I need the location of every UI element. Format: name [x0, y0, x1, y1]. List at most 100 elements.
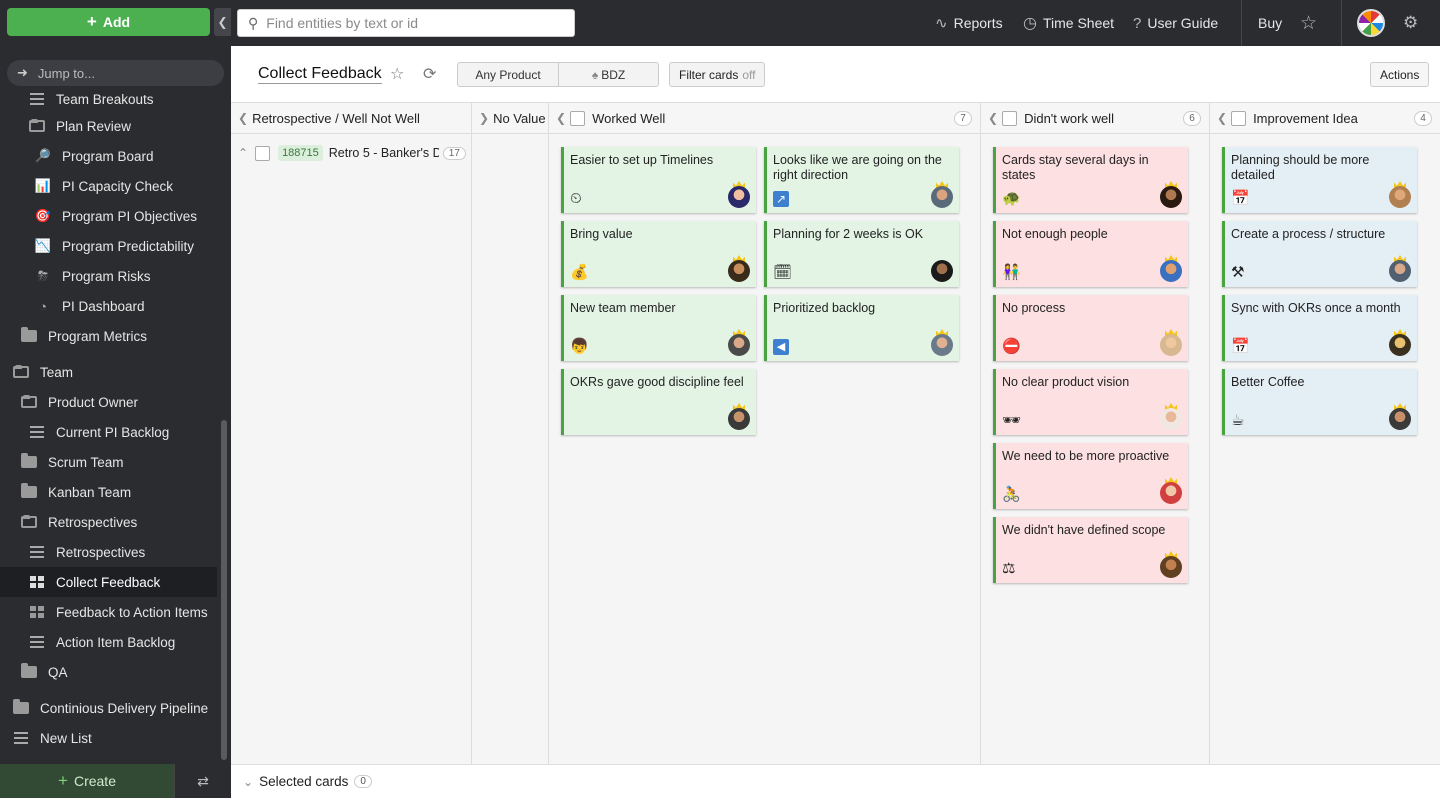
- crown-icon: [936, 329, 948, 337]
- column-checkbox[interactable]: [1002, 110, 1018, 126]
- chevron-down-icon[interactable]: ⌄: [243, 774, 254, 789]
- card[interactable]: Better Coffee ☕: [1222, 369, 1417, 435]
- chevron-right-icon[interactable]: ❯: [479, 111, 490, 125]
- sidebar-item-team[interactable]: Team: [12, 357, 73, 387]
- sidebar-item-retrospectives-folder[interactable]: Retrospectives: [20, 507, 137, 537]
- sidebar-item-program-predictability[interactable]: 📉 Program Predictability: [34, 231, 194, 261]
- card[interactable]: Looks like we are going on the right dir…: [764, 147, 959, 213]
- column-header[interactable]: ❮ Didn't work well 6: [981, 103, 1209, 134]
- card[interactable]: Easier to set up Timelines ⏲: [561, 147, 756, 213]
- sidebar-item-pi-dashboard[interactable]: ◔ PI Dashboard: [34, 291, 145, 321]
- chevron-up-icon[interactable]: ⌃: [238, 146, 249, 160]
- user-guide-link[interactable]: ? User Guide: [1133, 0, 1218, 46]
- avatar[interactable]: [931, 186, 953, 208]
- user-avatar[interactable]: [1357, 9, 1385, 37]
- avatar[interactable]: [728, 334, 750, 356]
- column-checkbox[interactable]: [1231, 110, 1247, 126]
- avatar[interactable]: [931, 260, 953, 282]
- refresh-icon[interactable]: ⟳: [423, 66, 437, 83]
- sidebar-item-retrospectives-list[interactable]: Retrospectives: [28, 537, 145, 567]
- collapse-all-button[interactable]: ⇄: [174, 764, 231, 798]
- avatar[interactable]: [1160, 482, 1182, 504]
- sidebar-item-product-owner[interactable]: Product Owner: [20, 387, 138, 417]
- sidebar-item-action-item-backlog[interactable]: Action Item Backlog: [28, 627, 175, 657]
- column-header[interactable]: ❮ Improvement Idea 4: [1210, 103, 1440, 134]
- sidebar-item-plan-review[interactable]: Plan Review: [28, 111, 131, 141]
- avatar[interactable]: [1389, 408, 1411, 430]
- card[interactable]: No clear product vision 🕶: [993, 369, 1188, 435]
- card[interactable]: Planning for 2 weeks is OK 🗓: [764, 221, 959, 287]
- card[interactable]: We didn't have defined scope ⚖: [993, 517, 1188, 583]
- avatar[interactable]: [1160, 408, 1182, 430]
- card[interactable]: Planning should be more detailed 📅: [1222, 147, 1417, 213]
- card[interactable]: Create a process / structure ⚒: [1222, 221, 1417, 287]
- sidebar-item-new-list[interactable]: New List: [12, 723, 92, 753]
- buy-link[interactable]: Buy: [1258, 0, 1282, 46]
- avatar[interactable]: [1389, 334, 1411, 356]
- chevron-left-icon[interactable]: ❮: [238, 111, 249, 125]
- selected-cards-bar[interactable]: ⌄ Selected cards 0: [231, 764, 1440, 798]
- sidebar-item-program-metrics[interactable]: Program Metrics: [20, 321, 147, 351]
- collapse-sidebar-button[interactable]: ❮: [214, 8, 231, 36]
- timesheet-link[interactable]: ◷ Time Sheet: [1023, 0, 1114, 46]
- column-header[interactable]: ❯ No Value: [472, 103, 548, 134]
- reports-link[interactable]: ∿ Reports: [935, 0, 1003, 46]
- chevron-left-icon[interactable]: ❮: [988, 111, 999, 125]
- any-product-button[interactable]: Any Product: [458, 63, 558, 86]
- avatar[interactable]: [1160, 556, 1182, 578]
- sidebar-scrollbar[interactable]: [221, 420, 227, 760]
- avatar[interactable]: [1389, 186, 1411, 208]
- card[interactable]: Not enough people 👫: [993, 221, 1188, 287]
- sidebar-item-program-pi-objectives[interactable]: 🎯 Program PI Objectives: [34, 201, 197, 231]
- search-input[interactable]: ⚲ Find entities by text or id: [237, 9, 575, 37]
- settings-button[interactable]: ⚙: [1403, 0, 1418, 46]
- chevron-left-icon[interactable]: ❮: [1217, 111, 1228, 125]
- page-title[interactable]: Collect Feedback: [258, 65, 382, 84]
- avatar[interactable]: [728, 408, 750, 430]
- avatar[interactable]: [1160, 334, 1182, 356]
- card[interactable]: Cards stay several days in states 🐢: [993, 147, 1188, 213]
- add-button[interactable]: + Add: [7, 8, 210, 36]
- sidebar-item-pi-capacity-check[interactable]: 📊 PI Capacity Check: [34, 171, 173, 201]
- page-header: Collect Feedback ☆ ⟳ Any Product ♠ BDZ F…: [231, 46, 1440, 103]
- avatar[interactable]: [728, 186, 750, 208]
- sidebar-item-current-pi-backlog[interactable]: Current PI Backlog: [28, 417, 169, 447]
- chevron-left-icon[interactable]: ❮: [556, 111, 567, 125]
- sidebar-item-scrum-team[interactable]: Scrum Team: [20, 447, 124, 477]
- bdz-button[interactable]: ♠ BDZ: [558, 63, 658, 86]
- jump-to-input[interactable]: ➜ Jump to...: [7, 60, 224, 86]
- sidebar-item-feedback-to-action-items[interactable]: Feedback to Action Items: [28, 597, 208, 627]
- sidebar-item-qa[interactable]: QA: [20, 657, 68, 687]
- column-count: 7: [954, 111, 972, 126]
- card[interactable]: We need to be more proactive 🚴: [993, 443, 1188, 509]
- sidebar-item-team-breakouts[interactable]: Team Breakouts: [28, 90, 154, 114]
- swimlane-id-badge[interactable]: 188715: [278, 145, 323, 161]
- card[interactable]: No process ⛔: [993, 295, 1188, 361]
- sidebar-item-kanban-team[interactable]: Kanban Team: [20, 477, 131, 507]
- swimlane-title[interactable]: Retro 5 - Banker's D: [328, 146, 439, 160]
- card[interactable]: Prioritized backlog ◀: [764, 295, 959, 361]
- column-header[interactable]: ❮ Worked Well 7: [549, 103, 980, 134]
- card[interactable]: OKRs gave good discipline feel: [561, 369, 756, 435]
- avatar[interactable]: [1160, 186, 1182, 208]
- column-header[interactable]: ❮ Retrospective / Well Not Well: [231, 103, 471, 134]
- swimlane-row[interactable]: ⌃ 188715 Retro 5 - Banker's D 17: [231, 141, 471, 165]
- star-icon[interactable]: ☆: [390, 66, 405, 83]
- card[interactable]: Sync with OKRs once a month 📅: [1222, 295, 1417, 361]
- sidebar-item-program-risks[interactable]: ⛈ Program Risks: [34, 261, 151, 291]
- avatar[interactable]: [931, 334, 953, 356]
- sidebar-item-program-board[interactable]: 🔎 Program Board: [34, 141, 154, 171]
- card[interactable]: Bring value 💰: [561, 221, 756, 287]
- avatar[interactable]: [1389, 260, 1411, 282]
- swimlane-checkbox[interactable]: [255, 145, 271, 161]
- sidebar-item-collect-feedback[interactable]: Collect Feedback: [0, 567, 217, 597]
- avatar[interactable]: [1160, 260, 1182, 282]
- sidebar-item-continious-delivery-pipeline[interactable]: Continious Delivery Pipeline: [12, 693, 208, 723]
- actions-button[interactable]: Actions: [1370, 62, 1430, 87]
- favorites-button[interactable]: ☆: [1300, 0, 1317, 46]
- filter-cards-button[interactable]: Filter cards off: [669, 62, 766, 87]
- create-button[interactable]: + Create: [0, 764, 174, 798]
- column-checkbox[interactable]: [570, 110, 586, 126]
- card[interactable]: New team member 👦: [561, 295, 756, 361]
- avatar[interactable]: [728, 260, 750, 282]
